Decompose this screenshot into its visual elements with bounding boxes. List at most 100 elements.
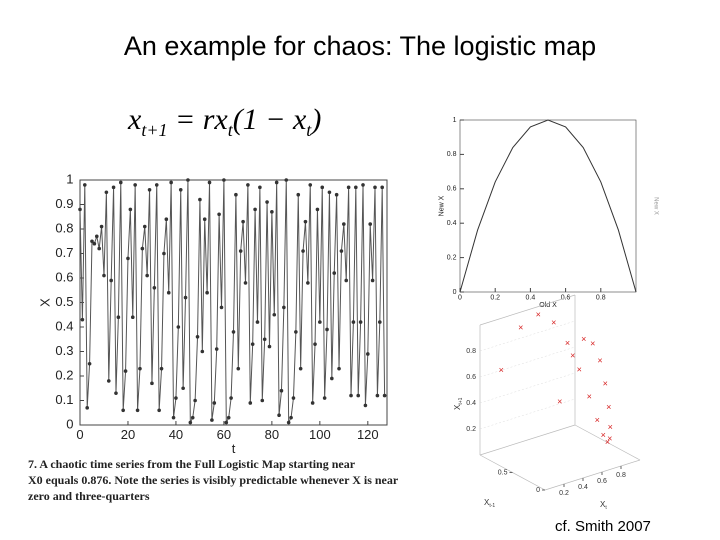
data-point xyxy=(157,408,161,413)
y-tick-label: 0.3 xyxy=(55,343,73,358)
data-point xyxy=(145,273,149,278)
data-point xyxy=(265,200,269,204)
y-tick-label: 0.1 xyxy=(55,392,73,407)
data-point xyxy=(234,192,238,197)
axis-label-sub: t+1 xyxy=(458,397,464,404)
axis-line xyxy=(544,459,641,491)
data-point xyxy=(334,192,339,197)
data-point xyxy=(279,388,284,393)
x-tick-label: 120 xyxy=(357,427,379,442)
data-point xyxy=(210,418,214,422)
data-point xyxy=(92,241,97,246)
data-point xyxy=(238,249,243,253)
y-tick-label: 0 xyxy=(453,289,457,296)
x-tick-label: 0.2 xyxy=(490,294,500,301)
data-point xyxy=(224,420,229,425)
data-point: × xyxy=(595,415,600,425)
x-tick-label: 0 xyxy=(536,487,540,494)
data-point xyxy=(366,352,370,356)
y-tick-label: 0.6 xyxy=(55,269,73,284)
x-tick-label: 100 xyxy=(309,427,331,442)
y-tick-label: 0.8 xyxy=(447,151,457,158)
axis-label: Xt xyxy=(600,500,607,511)
data-point xyxy=(222,178,226,182)
data-point xyxy=(272,312,277,317)
data-point xyxy=(190,415,195,420)
y-tick-label: 0.2 xyxy=(559,490,569,497)
x-axis-label: Old X xyxy=(539,302,557,309)
data-point xyxy=(344,278,349,283)
z-grid-line xyxy=(479,320,576,352)
data-point: × xyxy=(518,322,523,332)
data-point xyxy=(109,278,113,283)
data-point xyxy=(200,349,205,354)
data-point: × xyxy=(605,437,610,447)
data-point: × xyxy=(607,434,612,444)
data-point xyxy=(315,207,320,212)
data-point xyxy=(378,320,382,324)
data-point xyxy=(80,317,85,322)
data-point xyxy=(181,386,185,391)
data-point xyxy=(308,183,313,187)
data-point xyxy=(380,185,385,190)
y-axis-label: X xyxy=(38,298,53,307)
y-tick-label: 1 xyxy=(66,171,73,186)
data-point: × xyxy=(565,338,570,348)
data-point xyxy=(313,342,317,346)
data-point xyxy=(97,246,101,251)
x-tick-label: 60 xyxy=(217,427,231,442)
data-point xyxy=(356,393,361,398)
data-point xyxy=(277,413,281,418)
y2-axis-label: New X xyxy=(652,197,658,215)
z-tick-label: 0.4 xyxy=(466,400,476,407)
data-point xyxy=(217,212,221,217)
data-line xyxy=(79,179,386,423)
data-point xyxy=(363,403,368,408)
y-tick-label: 0.7 xyxy=(55,245,73,260)
equation-part: (1 − x xyxy=(233,103,307,136)
data-point xyxy=(330,376,334,381)
x-tick-label: 0 xyxy=(458,294,462,301)
data-point: × xyxy=(536,309,541,319)
data-point xyxy=(370,278,375,283)
y-tick-label: 0.8 xyxy=(55,220,73,235)
data-point xyxy=(128,207,133,212)
axis-line xyxy=(479,294,576,326)
y-tick-label: 0.4 xyxy=(578,484,588,491)
data-point xyxy=(188,420,193,425)
data-point xyxy=(214,347,219,351)
z-grid-line xyxy=(479,346,576,378)
data-point: × xyxy=(587,391,592,401)
data-point: × xyxy=(597,356,602,366)
data-point xyxy=(241,219,245,224)
equation-part: t xyxy=(306,120,312,140)
data-point xyxy=(154,183,159,187)
data-point xyxy=(178,188,183,192)
data-point xyxy=(142,224,147,229)
data-point xyxy=(133,183,137,187)
z-grid-line xyxy=(479,372,576,404)
data-point: × xyxy=(581,334,586,344)
axis-line xyxy=(479,424,576,456)
data-point xyxy=(274,180,279,185)
y-tick-label: 1 xyxy=(453,117,457,124)
data-line xyxy=(459,119,637,293)
data-point xyxy=(126,256,130,261)
axis-label-main: X xyxy=(600,500,606,509)
data-point xyxy=(284,178,289,182)
data-point xyxy=(282,305,286,310)
data-point xyxy=(147,188,152,192)
caption-line: X0 equals 0.876. Note the series is visi… xyxy=(28,473,399,487)
data-point xyxy=(342,222,346,226)
axis-label-sub: t-1 xyxy=(489,503,495,509)
data-point: × xyxy=(577,364,582,374)
data-point xyxy=(207,180,212,185)
data-point xyxy=(219,305,224,310)
x-axis-label: t xyxy=(232,441,236,456)
data-point xyxy=(322,396,327,400)
data-point: × xyxy=(601,430,606,440)
plot-frame xyxy=(79,179,388,426)
data-point xyxy=(339,249,344,253)
data-point xyxy=(166,290,171,295)
